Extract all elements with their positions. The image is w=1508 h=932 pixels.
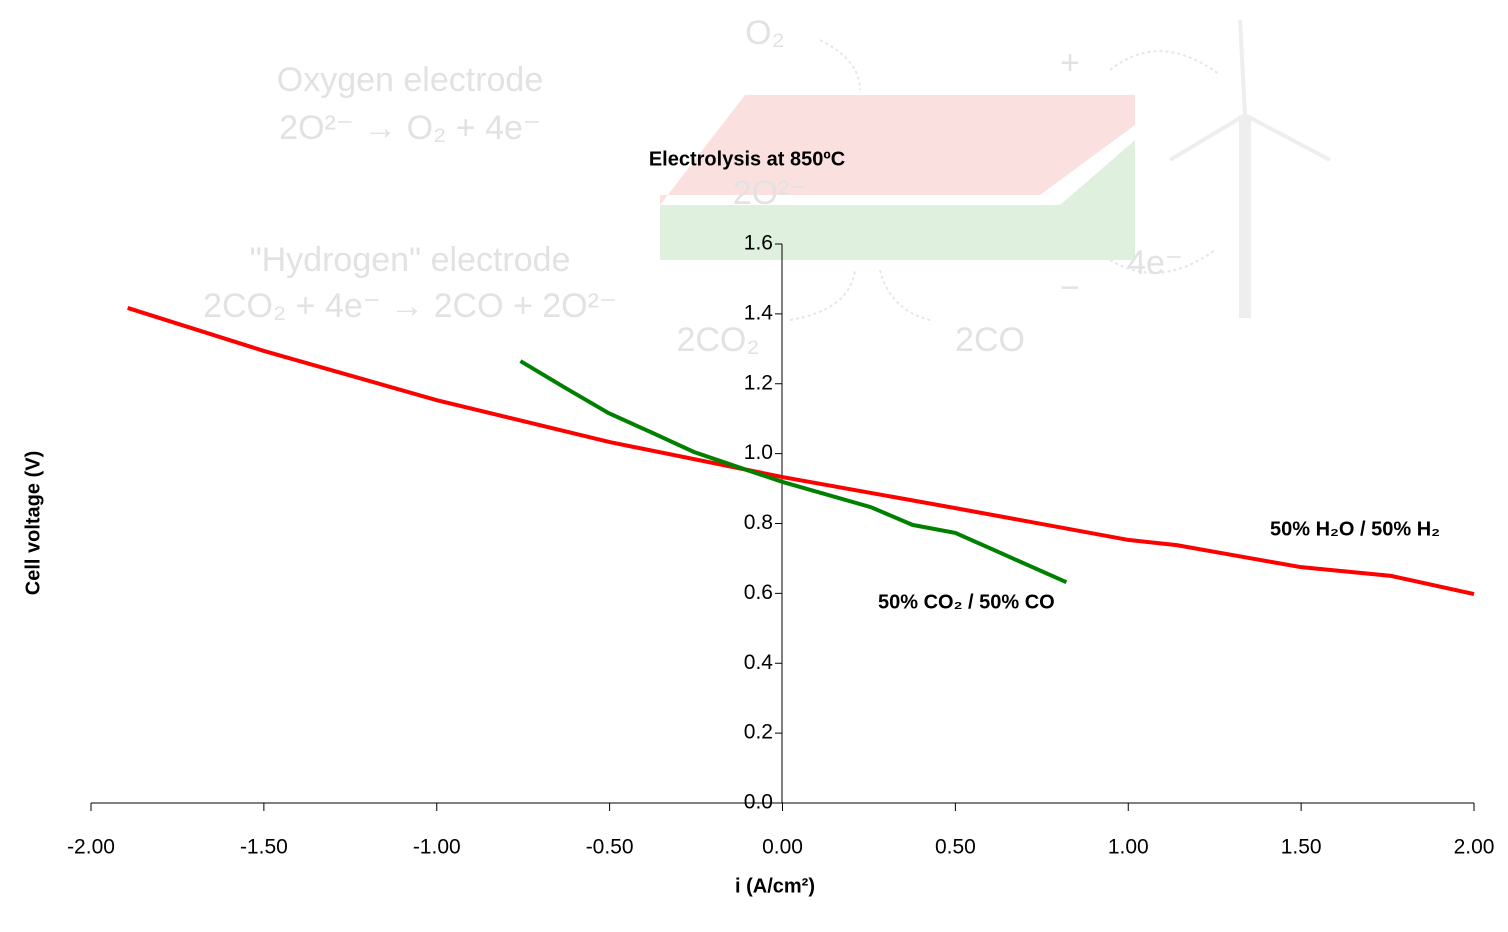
flow-arrows	[789, 39, 1221, 321]
annotation: 4e⁻	[1127, 244, 1183, 282]
series-label: 50% CO₂ / 50% CO	[878, 591, 1055, 613]
y-tick-label: 1.4	[744, 301, 774, 324]
y-tick-label: 1.2	[744, 371, 773, 394]
y-tick-label: 0.0	[744, 791, 773, 814]
annotation: 2O²⁻ → O₂ + 4e⁻	[279, 109, 541, 147]
y-tick-label: 0.4	[744, 651, 774, 674]
annotation: O₂	[745, 14, 785, 52]
x-tick-label: 0.50	[935, 836, 976, 859]
annotation: 2CO₂	[676, 321, 759, 359]
annotation: 2O²⁻	[733, 174, 808, 212]
background-diagram: O₂ Oxygen electrode 2O²⁻ → O₂ + 4e⁻ "Hydrog…	[203, 14, 1331, 359]
y-tick-label: 0.8	[744, 511, 773, 534]
y-tick-label: 1.6	[744, 232, 773, 255]
oxygen-electrode-slab	[660, 95, 1135, 205]
x-tick-label: 1.00	[1108, 836, 1149, 859]
turbine-blades	[1168, 19, 1331, 162]
y-tick-label: 1.0	[744, 441, 773, 464]
annotation: +	[1060, 44, 1080, 82]
series-line	[519, 359, 1068, 585]
annotation: 2CO₂ + 4e⁻ → 2CO + 2O²⁻	[203, 287, 617, 325]
annotation: "Hydrogen" electrode	[250, 241, 571, 279]
x-axis-label: i (A/cm²)	[735, 875, 815, 897]
y-tick-label: 0.6	[744, 581, 773, 604]
chart-title: Electrolysis at 850ºC	[649, 148, 845, 170]
series-line	[127, 306, 1475, 597]
x-tick-label: -1.50	[240, 836, 288, 859]
y-tick-label: 0.2	[744, 721, 773, 744]
hydrogen-electrode-slab	[660, 140, 1135, 260]
x-tick-label: -1.00	[413, 836, 461, 859]
annotation: 2CO	[955, 321, 1025, 359]
x-tick-label: 0.00	[762, 836, 803, 859]
x-tick-label: -2.00	[67, 836, 115, 859]
x-tick-label: 1.50	[1281, 836, 1322, 859]
y-axis-label: Cell voltage (V)	[22, 451, 44, 595]
series-label: 50% H₂O / 50% H₂	[1270, 518, 1440, 540]
x-tick-label: -0.50	[586, 836, 634, 859]
annotation: −	[1060, 269, 1080, 307]
annotation: Oxygen electrode	[277, 61, 544, 99]
x-tick-label: 2.00	[1454, 836, 1495, 859]
